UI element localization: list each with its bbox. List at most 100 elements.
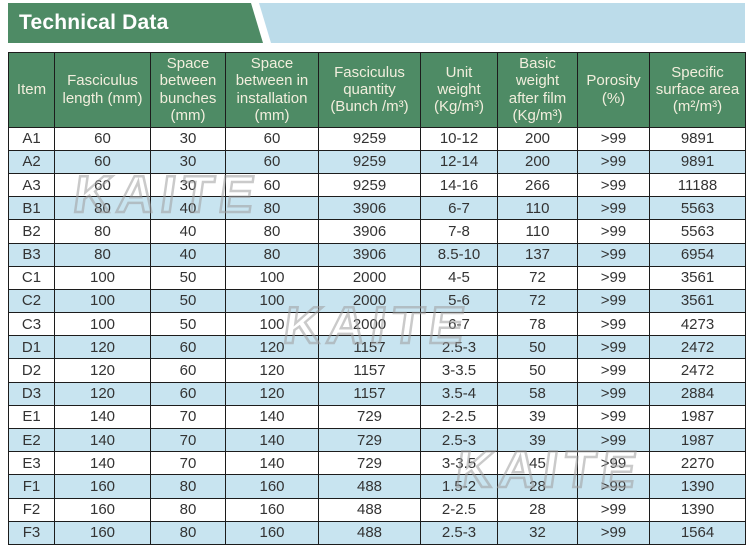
banner-blue-shape <box>259 3 745 43</box>
item-cell: E2 <box>8 427 55 453</box>
data-cell: 488 <box>318 474 421 499</box>
item-cell: A2 <box>8 149 55 174</box>
data-cell: 4273 <box>649 312 746 337</box>
data-cell: 1564 <box>649 520 746 546</box>
table-row: C1 100 50 100 2000 4-5 72 >99 3561 <box>8 265 746 290</box>
data-cell: 1157 <box>318 335 421 360</box>
item-cell: D1 <box>8 335 55 360</box>
data-cell: 160 <box>54 520 151 546</box>
item-cell: B3 <box>8 242 55 267</box>
data-cell: 28 <box>497 474 578 499</box>
data-cell: 80 <box>225 242 319 267</box>
table-row: B2 80 40 80 3906 7-8 110 >99 5563 <box>8 219 746 244</box>
data-cell: 60 <box>150 335 226 360</box>
data-cell: 100 <box>225 312 319 337</box>
data-cell: 3906 <box>318 219 421 244</box>
data-cell: 8.5-10 <box>420 242 498 267</box>
data-cell: 80 <box>150 474 226 499</box>
column-header: Porosity (%) <box>577 52 650 128</box>
item-cell: E3 <box>8 451 55 476</box>
data-cell: 110 <box>497 219 578 244</box>
table-row: F1 160 80 160 488 1.5-2 28 >99 1390 <box>8 474 746 499</box>
data-cell: >99 <box>577 312 650 337</box>
data-cell: 80 <box>225 219 319 244</box>
data-cell: 100 <box>54 265 151 290</box>
data-cell: 1390 <box>649 474 746 499</box>
data-cell: 39 <box>497 427 578 453</box>
item-cell: D3 <box>8 381 55 406</box>
banner-green-shape <box>8 3 263 43</box>
data-cell: >99 <box>577 497 650 522</box>
table-row: F3 160 80 160 488 2.5-3 32 >99 1564 <box>8 520 746 546</box>
data-cell: 2472 <box>649 335 746 360</box>
data-cell: 160 <box>54 474 151 499</box>
data-cell: 60 <box>54 172 151 198</box>
column-header: Space between bunches (mm) <box>150 52 226 128</box>
data-cell: >99 <box>577 219 650 244</box>
table-body: A1 60 30 60 9259 10-12 200 >99 9891 A2 60 30 60 9259 1… <box>8 126 746 546</box>
data-cell: 110 <box>497 196 578 221</box>
item-cell: C2 <box>8 288 55 314</box>
data-cell: 2.5-3 <box>420 520 498 546</box>
data-cell: 7-8 <box>420 219 498 244</box>
data-cell: 120 <box>225 381 319 406</box>
table-row: D3 120 60 120 1157 3.5-4 58 >99 2884 <box>8 381 746 406</box>
data-cell: 78 <box>497 312 578 337</box>
item-cell: F3 <box>8 520 55 546</box>
data-cell: 60 <box>225 126 319 151</box>
table-row: A1 60 30 60 9259 10-12 200 >99 9891 <box>8 126 746 151</box>
table-row: A2 60 30 60 9259 12-14 200 >99 9891 <box>8 149 746 174</box>
column-header: Basic weight after film (Kg/m³) <box>497 52 578 128</box>
data-cell: >99 <box>577 404 650 430</box>
technical-data-table: Item Fasciculus length (mm) Space between … <box>8 52 746 546</box>
item-cell: F2 <box>8 497 55 522</box>
data-cell: 729 <box>318 404 421 430</box>
data-cell: 28 <box>497 497 578 522</box>
data-cell: 120 <box>225 358 319 383</box>
data-cell: 80 <box>54 242 151 267</box>
item-cell: B2 <box>8 219 55 244</box>
data-cell: 100 <box>54 288 151 314</box>
item-cell: D2 <box>8 358 55 383</box>
data-cell: 9259 <box>318 149 421 174</box>
data-cell: 72 <box>497 265 578 290</box>
data-cell: 50 <box>150 288 226 314</box>
data-cell: >99 <box>577 427 650 453</box>
data-cell: 70 <box>150 451 226 476</box>
column-header: Space between in installation (mm) <box>225 52 319 128</box>
data-cell: 488 <box>318 497 421 522</box>
data-cell: 1987 <box>649 404 746 430</box>
data-cell: 729 <box>318 427 421 453</box>
data-cell: 6-7 <box>420 312 498 337</box>
data-cell: 39 <box>497 404 578 430</box>
data-cell: 10-12 <box>420 126 498 151</box>
data-cell: 2270 <box>649 451 746 476</box>
data-cell: 40 <box>150 219 226 244</box>
data-cell: 50 <box>497 358 578 383</box>
data-cell: 80 <box>150 497 226 522</box>
data-cell: 70 <box>150 427 226 453</box>
data-cell: 70 <box>150 404 226 430</box>
data-cell: 60 <box>150 358 226 383</box>
data-cell: >99 <box>577 474 650 499</box>
data-cell: 2-2.5 <box>420 404 498 430</box>
data-cell: 5563 <box>649 196 746 221</box>
table-row: C3 100 50 100 2000 6-7 78 >99 4273 <box>8 312 746 337</box>
table-row: E3 140 70 140 729 3-3.5 45 >99 2270 <box>8 451 746 476</box>
data-cell: 140 <box>225 404 319 430</box>
data-cell: 5-6 <box>420 288 498 314</box>
data-cell: 1390 <box>649 497 746 522</box>
data-cell: 60 <box>54 126 151 151</box>
data-cell: 266 <box>497 172 578 198</box>
data-cell: 2000 <box>318 265 421 290</box>
data-cell: 50 <box>150 265 226 290</box>
data-cell: 60 <box>150 381 226 406</box>
data-cell: 45 <box>497 451 578 476</box>
data-cell: 140 <box>54 427 151 453</box>
data-cell: 100 <box>225 265 319 290</box>
data-cell: 2472 <box>649 358 746 383</box>
data-cell: 6-7 <box>420 196 498 221</box>
table-row: A3 60 30 60 9259 14-16 266 >99 11188 <box>8 172 746 198</box>
data-cell: 6954 <box>649 242 746 267</box>
data-cell: 60 <box>54 149 151 174</box>
